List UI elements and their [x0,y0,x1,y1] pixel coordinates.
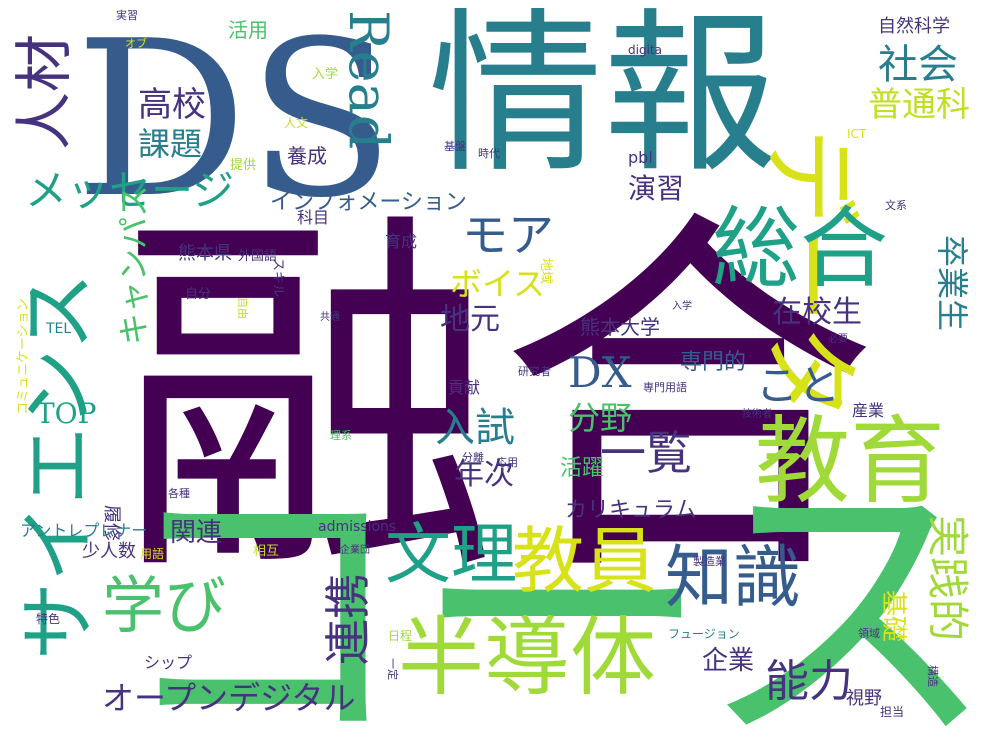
word-communication: コミュニケーション [16,298,31,415]
word-voice: ボイス [450,265,546,303]
word-bunya: 分野 [568,399,633,437]
word-shizenkagaku: 自然科学 [878,16,950,37]
word-enshuu: 演習 [628,172,685,205]
word-teikyou: 提供 [230,158,257,173]
word-hinmoku: 日程 [388,629,413,643]
word-nyuugaku: 入学 [312,67,339,82]
word-kaisha: 社会 [878,42,958,88]
word-ship: シップ [144,653,193,672]
word-aigo: 相互 [253,544,280,559]
word-chiiki: 地域 [538,258,553,285]
word-read: Read [337,10,400,150]
word-jissenteki: 実践的 [923,515,972,642]
word-ouyou: 応用 [496,456,518,469]
word-kigyou: 企業 [702,646,755,676]
word-koukou: 高校 [138,85,206,125]
word-information: インフォメーション [270,190,467,215]
word-yougo: 用語 [140,547,165,561]
word-kigyoudan: 企業団 [340,545,370,556]
word-koto: こと [756,361,841,410]
word-shouninzuu: 少人数 [82,541,136,562]
word-message: メッセージ [25,166,235,215]
word-seizougyou: 製造業 [693,555,726,568]
word-kakushu: 各種 [168,487,190,500]
word-kumadai: 熊本大学 [580,315,660,339]
word-senmonyougo: 専門用語 [643,381,687,394]
word-takuzen: 一定 [386,658,399,680]
word-tantou: 担当 [880,705,905,719]
word-senmonteki: 専門的 [680,350,747,375]
word-sangyou: 産業 [852,401,885,420]
word-futsuuka: 普通科 [868,85,970,125]
word-ds: DS [75,0,395,245]
word-ict: ICT [847,127,867,141]
word-ichiran: 一覧 [600,426,692,480]
word-kumamotoken: 熊本県 [178,243,232,264]
word-skill: スキル [270,258,285,298]
word-jikan: 自由 [236,297,249,319]
word-bunkei: 文系 [885,199,907,212]
word-sougou: 総合 [712,197,889,300]
word-jidai: 時代 [478,147,500,160]
word-opendigital: オープンデジタル [102,679,356,717]
word-entrepreneur: アントレプレナー [20,521,148,540]
word-chishiki: 知識 [665,539,802,618]
word-bunri: 文理 [385,516,517,593]
word-kamoku: 科目 [297,208,330,227]
word-nenji: 年次 [454,457,514,492]
word-nyuugaku2: 入学 [672,301,692,312]
word-kyoudou: 共通 [320,312,340,323]
word-digita: digita [628,43,662,57]
word-zaikousei: 在校生 [772,295,862,330]
word-kyouiku: 教育 [755,407,946,517]
word-jouhou: 情報 [428,0,778,197]
word-jisshuu: 実習 [116,9,138,22]
word-kiban: 基盤 [444,140,466,153]
word-kanren: 関連 [170,518,223,548]
word-jinbun: 人文 [284,116,309,130]
word-mohr: モア [462,208,554,262]
word-renkei: 連携 [321,573,375,665]
word-ob: オブ [125,37,147,50]
word-sotsugyousei: 卒業生 [933,235,971,332]
word-fusion: フュージョン [668,627,740,641]
word-shiya: 視野 [846,688,882,709]
word-yousei: 養成 [287,144,327,168]
word-manabi: 学び [102,569,227,642]
word-handoutai: 半導体 [398,608,656,708]
word-pbl: pbl [628,148,653,167]
word-kadai: 課題 [138,125,203,163]
word-kouzou: 構造 [926,665,939,687]
word-gijutsusha: 技術者 [742,409,772,420]
word-ikusei: 育成 [385,232,418,251]
word-yuugou: 融合 [118,180,878,623]
word-bunri2: 分離 [462,451,484,464]
word-rikei: 理系 [330,429,352,442]
word-jibun: 自分 [185,287,212,302]
word-ryouiki: 領域 [858,627,880,640]
word-curriculum: カリキュラム [565,498,697,523]
word-tel: TEL [46,321,72,337]
word-katsuyou: 活用 [228,18,268,42]
word-kiso: 基礎 [878,590,908,643]
word-nyuushi: 入試 [435,405,515,451]
word-kyouin: 教員 [512,519,657,603]
word-top: TOP [36,397,97,430]
word-gaikokugo: 外国語 [238,249,278,264]
word-admissions: admissions [318,519,397,535]
word-katsuyaku: 活躍 [560,456,605,481]
word-jinzai: 人材 [10,33,78,150]
word-dx: DX [568,348,632,397]
word-chimoto: 地元 [440,302,500,337]
word-tokushoku: 特色 [36,612,61,626]
word-hitsuyou: 必要 [828,334,848,345]
word-nouryoku: 能力 [765,656,853,707]
word-course: コース [112,440,989,747]
word-campus: キャンパス [115,184,153,345]
word-kenkyuusha: 研究者 [518,365,551,378]
word-kouken: 貢献 [448,378,481,397]
